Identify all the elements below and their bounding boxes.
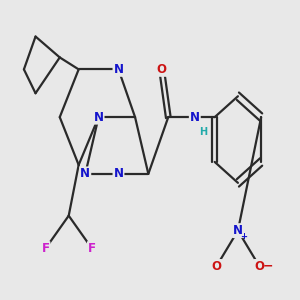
Text: N: N bbox=[190, 111, 200, 124]
Text: N: N bbox=[94, 111, 103, 124]
Text: O: O bbox=[157, 63, 166, 76]
Text: O: O bbox=[254, 260, 265, 273]
Text: N: N bbox=[233, 224, 243, 237]
Text: N: N bbox=[113, 63, 124, 76]
Text: F: F bbox=[41, 242, 50, 255]
Text: N: N bbox=[80, 167, 90, 180]
Text: H: H bbox=[199, 127, 207, 137]
Text: −: − bbox=[262, 260, 273, 273]
Text: N: N bbox=[113, 167, 124, 180]
Text: O: O bbox=[212, 260, 221, 273]
Text: F: F bbox=[88, 242, 96, 255]
Text: +: + bbox=[240, 232, 247, 241]
